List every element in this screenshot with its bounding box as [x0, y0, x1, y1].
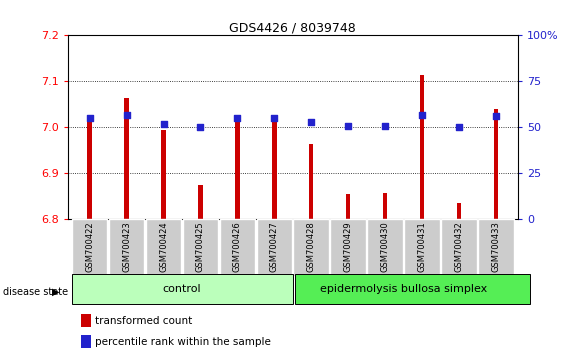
Text: GSM700426: GSM700426 — [233, 221, 242, 272]
Text: GSM700423: GSM700423 — [122, 221, 131, 272]
FancyBboxPatch shape — [257, 219, 292, 276]
Bar — [198, 185, 203, 219]
FancyBboxPatch shape — [294, 274, 530, 304]
FancyBboxPatch shape — [367, 219, 403, 276]
Bar — [272, 118, 276, 219]
Point — [454, 125, 463, 130]
Bar — [124, 97, 129, 219]
Bar — [309, 144, 314, 219]
Bar — [81, 335, 91, 348]
Point — [270, 115, 279, 121]
Text: GSM700427: GSM700427 — [270, 221, 279, 272]
FancyBboxPatch shape — [404, 219, 440, 276]
Point — [307, 119, 316, 125]
FancyBboxPatch shape — [478, 219, 513, 276]
Title: GDS4426 / 8039748: GDS4426 / 8039748 — [229, 21, 356, 34]
Text: control: control — [163, 284, 202, 295]
Bar — [235, 118, 240, 219]
FancyBboxPatch shape — [220, 219, 255, 276]
Text: GSM700433: GSM700433 — [491, 221, 501, 272]
Text: percentile rank within the sample: percentile rank within the sample — [96, 337, 271, 347]
Text: ▶: ▶ — [52, 287, 59, 297]
Text: GSM700428: GSM700428 — [307, 221, 316, 272]
Point — [343, 123, 352, 129]
Bar — [457, 203, 461, 219]
Bar — [494, 109, 498, 219]
FancyBboxPatch shape — [109, 219, 144, 276]
Point — [196, 125, 205, 130]
Text: GSM700432: GSM700432 — [454, 221, 463, 272]
Text: GSM700430: GSM700430 — [381, 221, 390, 272]
Text: GSM700422: GSM700422 — [85, 221, 94, 272]
FancyBboxPatch shape — [72, 219, 108, 276]
FancyBboxPatch shape — [293, 219, 329, 276]
Point — [85, 115, 94, 121]
Bar — [87, 118, 92, 219]
Bar — [81, 314, 91, 327]
Point — [418, 112, 427, 118]
FancyBboxPatch shape — [146, 219, 181, 276]
Text: GSM700429: GSM700429 — [343, 221, 352, 272]
FancyBboxPatch shape — [330, 219, 366, 276]
FancyBboxPatch shape — [441, 219, 477, 276]
Text: GSM700424: GSM700424 — [159, 221, 168, 272]
Text: GSM700425: GSM700425 — [196, 221, 205, 272]
Point — [491, 114, 501, 119]
Point — [159, 121, 168, 127]
Bar — [420, 74, 424, 219]
Point — [233, 115, 242, 121]
Point — [381, 123, 390, 129]
Bar — [383, 193, 387, 219]
Bar — [346, 194, 350, 219]
Text: transformed count: transformed count — [96, 316, 193, 326]
Text: epidermolysis bullosa simplex: epidermolysis bullosa simplex — [320, 284, 487, 295]
Point — [122, 112, 131, 118]
Text: disease state: disease state — [3, 287, 68, 297]
FancyBboxPatch shape — [183, 219, 218, 276]
Bar — [162, 130, 166, 219]
Text: GSM700431: GSM700431 — [418, 221, 427, 272]
FancyBboxPatch shape — [72, 274, 293, 304]
